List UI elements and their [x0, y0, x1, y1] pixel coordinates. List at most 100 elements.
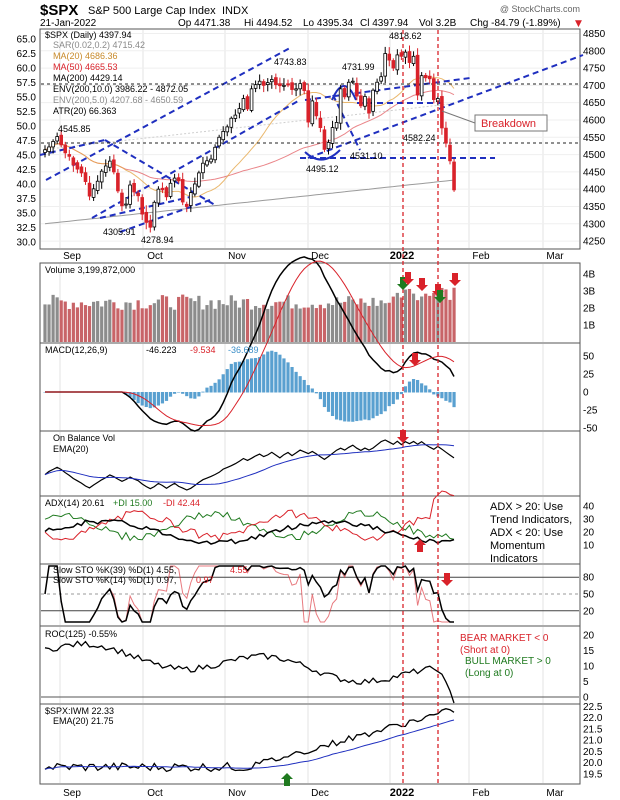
- volume-bar: [391, 296, 395, 342]
- volume-bar: [420, 296, 424, 342]
- volume-bar: [363, 302, 367, 342]
- price-tick: 4350: [583, 202, 606, 213]
- price-tick: 4600: [583, 115, 606, 126]
- candle-body: [294, 88, 298, 91]
- volume-bar: [108, 299, 112, 342]
- volume-bars: [43, 287, 456, 342]
- macd-histogram-bar: [383, 392, 387, 412]
- macd-histogram-bar: [286, 362, 290, 393]
- volume-bar: [432, 292, 436, 342]
- bull-note-2: (Long at 0): [465, 668, 513, 679]
- macd-histogram-bar: [124, 392, 128, 395]
- volume-bar: [100, 306, 104, 342]
- candle-body: [306, 90, 311, 123]
- atr-tick: 32.5: [17, 223, 37, 234]
- ratio-lines: [44, 708, 455, 773]
- macd-histogram-bar: [379, 392, 383, 415]
- adx-mdi: -DI 42.44: [163, 498, 200, 508]
- atr-tick: 45.0: [17, 151, 37, 162]
- candle-body: [197, 172, 201, 187]
- macd-histogram-bar: [411, 379, 416, 393]
- candle-body: [379, 76, 383, 82]
- legend-env10: ENV(200,10.0) 3986.22 - 4872.05: [53, 84, 188, 94]
- volume-bar: [104, 300, 108, 342]
- envelope-line: [44, 103, 455, 150]
- macd-value-2: -9.534: [190, 345, 216, 355]
- label-4731: 4731.99: [342, 62, 375, 72]
- macd-histogram-bar: [201, 391, 205, 393]
- credit-label: @ StockCharts.com: [500, 4, 580, 14]
- volume-bar: [298, 308, 302, 342]
- arrow-down-icon: [449, 273, 461, 286]
- macd-histogram-bar: [302, 379, 306, 393]
- trendline: [307, 54, 584, 159]
- volume-bar: [71, 302, 75, 342]
- label-4545: 4545.85: [58, 124, 91, 134]
- x-tick-label: 2022: [390, 250, 414, 262]
- volume-bar: [286, 295, 290, 342]
- macd-histogram-bar: [160, 392, 165, 404]
- sto39-line: [44, 565, 454, 623]
- volume-bar: [249, 309, 254, 342]
- roc-tick: 5: [583, 677, 589, 688]
- macd-histogram-bar: [164, 392, 169, 401]
- adx-tick: 40: [583, 502, 595, 513]
- macd-histogram-bar: [152, 392, 156, 408]
- macd-histogram-bar: [225, 369, 229, 393]
- atr-tick: 30.0: [17, 238, 37, 249]
- adx-pdi: +DI 15.00: [113, 498, 152, 508]
- macd-histogram-bar: [452, 392, 456, 408]
- ratio-ema-line: [44, 719, 455, 770]
- candle-body: [116, 172, 120, 192]
- volume-bar: [96, 301, 100, 342]
- volume-bar: [160, 295, 165, 342]
- macd-histogram-bar: [339, 392, 343, 421]
- volume-tick: 2B: [583, 304, 596, 315]
- x-tick-label: Sep: [63, 788, 81, 799]
- price-panel: [39, 28, 581, 250]
- volume-bar: [201, 309, 205, 342]
- candle-body: [99, 170, 104, 183]
- candle-body: [193, 183, 197, 195]
- volume-bar: [59, 300, 63, 342]
- adx-note-line-5: Indicators: [490, 553, 538, 565]
- macd-histogram-bar: [391, 392, 395, 405]
- legend-ma200: MA(200) 4429.14: [53, 73, 123, 83]
- macd-histogram-bar: [371, 392, 375, 419]
- macd-histogram-bar: [444, 392, 448, 401]
- ratio-tick: 21.5: [583, 724, 603, 735]
- candle-body: [338, 88, 343, 124]
- candle-body: [346, 81, 351, 98]
- candle-body: [112, 159, 116, 173]
- atr-tick: 60.0: [17, 64, 37, 75]
- volume-bar: [282, 301, 286, 342]
- obv-label: On Balance Vol: [53, 433, 115, 443]
- volume-bar: [144, 308, 148, 342]
- legend-atr: ATR(20) 66.363: [53, 106, 116, 116]
- volume-bar: [156, 299, 160, 342]
- atr-tick: 65.0: [17, 35, 37, 46]
- candle-body: [144, 211, 149, 223]
- x-tick-label: Oct: [147, 251, 163, 262]
- candle-body: [269, 79, 274, 83]
- macd-value-3: -36.689: [228, 345, 259, 355]
- ma200-line: [44, 179, 455, 225]
- macd-histogram-bar: [359, 392, 363, 421]
- macd-histogram-bar: [270, 350, 274, 393]
- candle-body: [63, 144, 68, 154]
- candle-body: [415, 54, 420, 96]
- macd-histogram-bar: [420, 383, 424, 393]
- macd-histogram-bar: [266, 351, 270, 393]
- volume-bar: [229, 295, 233, 342]
- candle-body: [128, 184, 132, 205]
- macd-axis: 50 25 0 -25 -50: [583, 352, 598, 435]
- macd-histogram-bar: [245, 359, 250, 393]
- label-4818: 4818.62: [389, 31, 422, 41]
- volume-bar: [209, 300, 213, 342]
- volume-bar: [416, 300, 420, 342]
- candle-body: [87, 182, 92, 197]
- change-arrow-icon: ▼: [575, 19, 582, 29]
- volume-bar: [181, 294, 185, 342]
- adx-tick: 20: [583, 528, 595, 539]
- macd-histogram-bar: [233, 362, 237, 393]
